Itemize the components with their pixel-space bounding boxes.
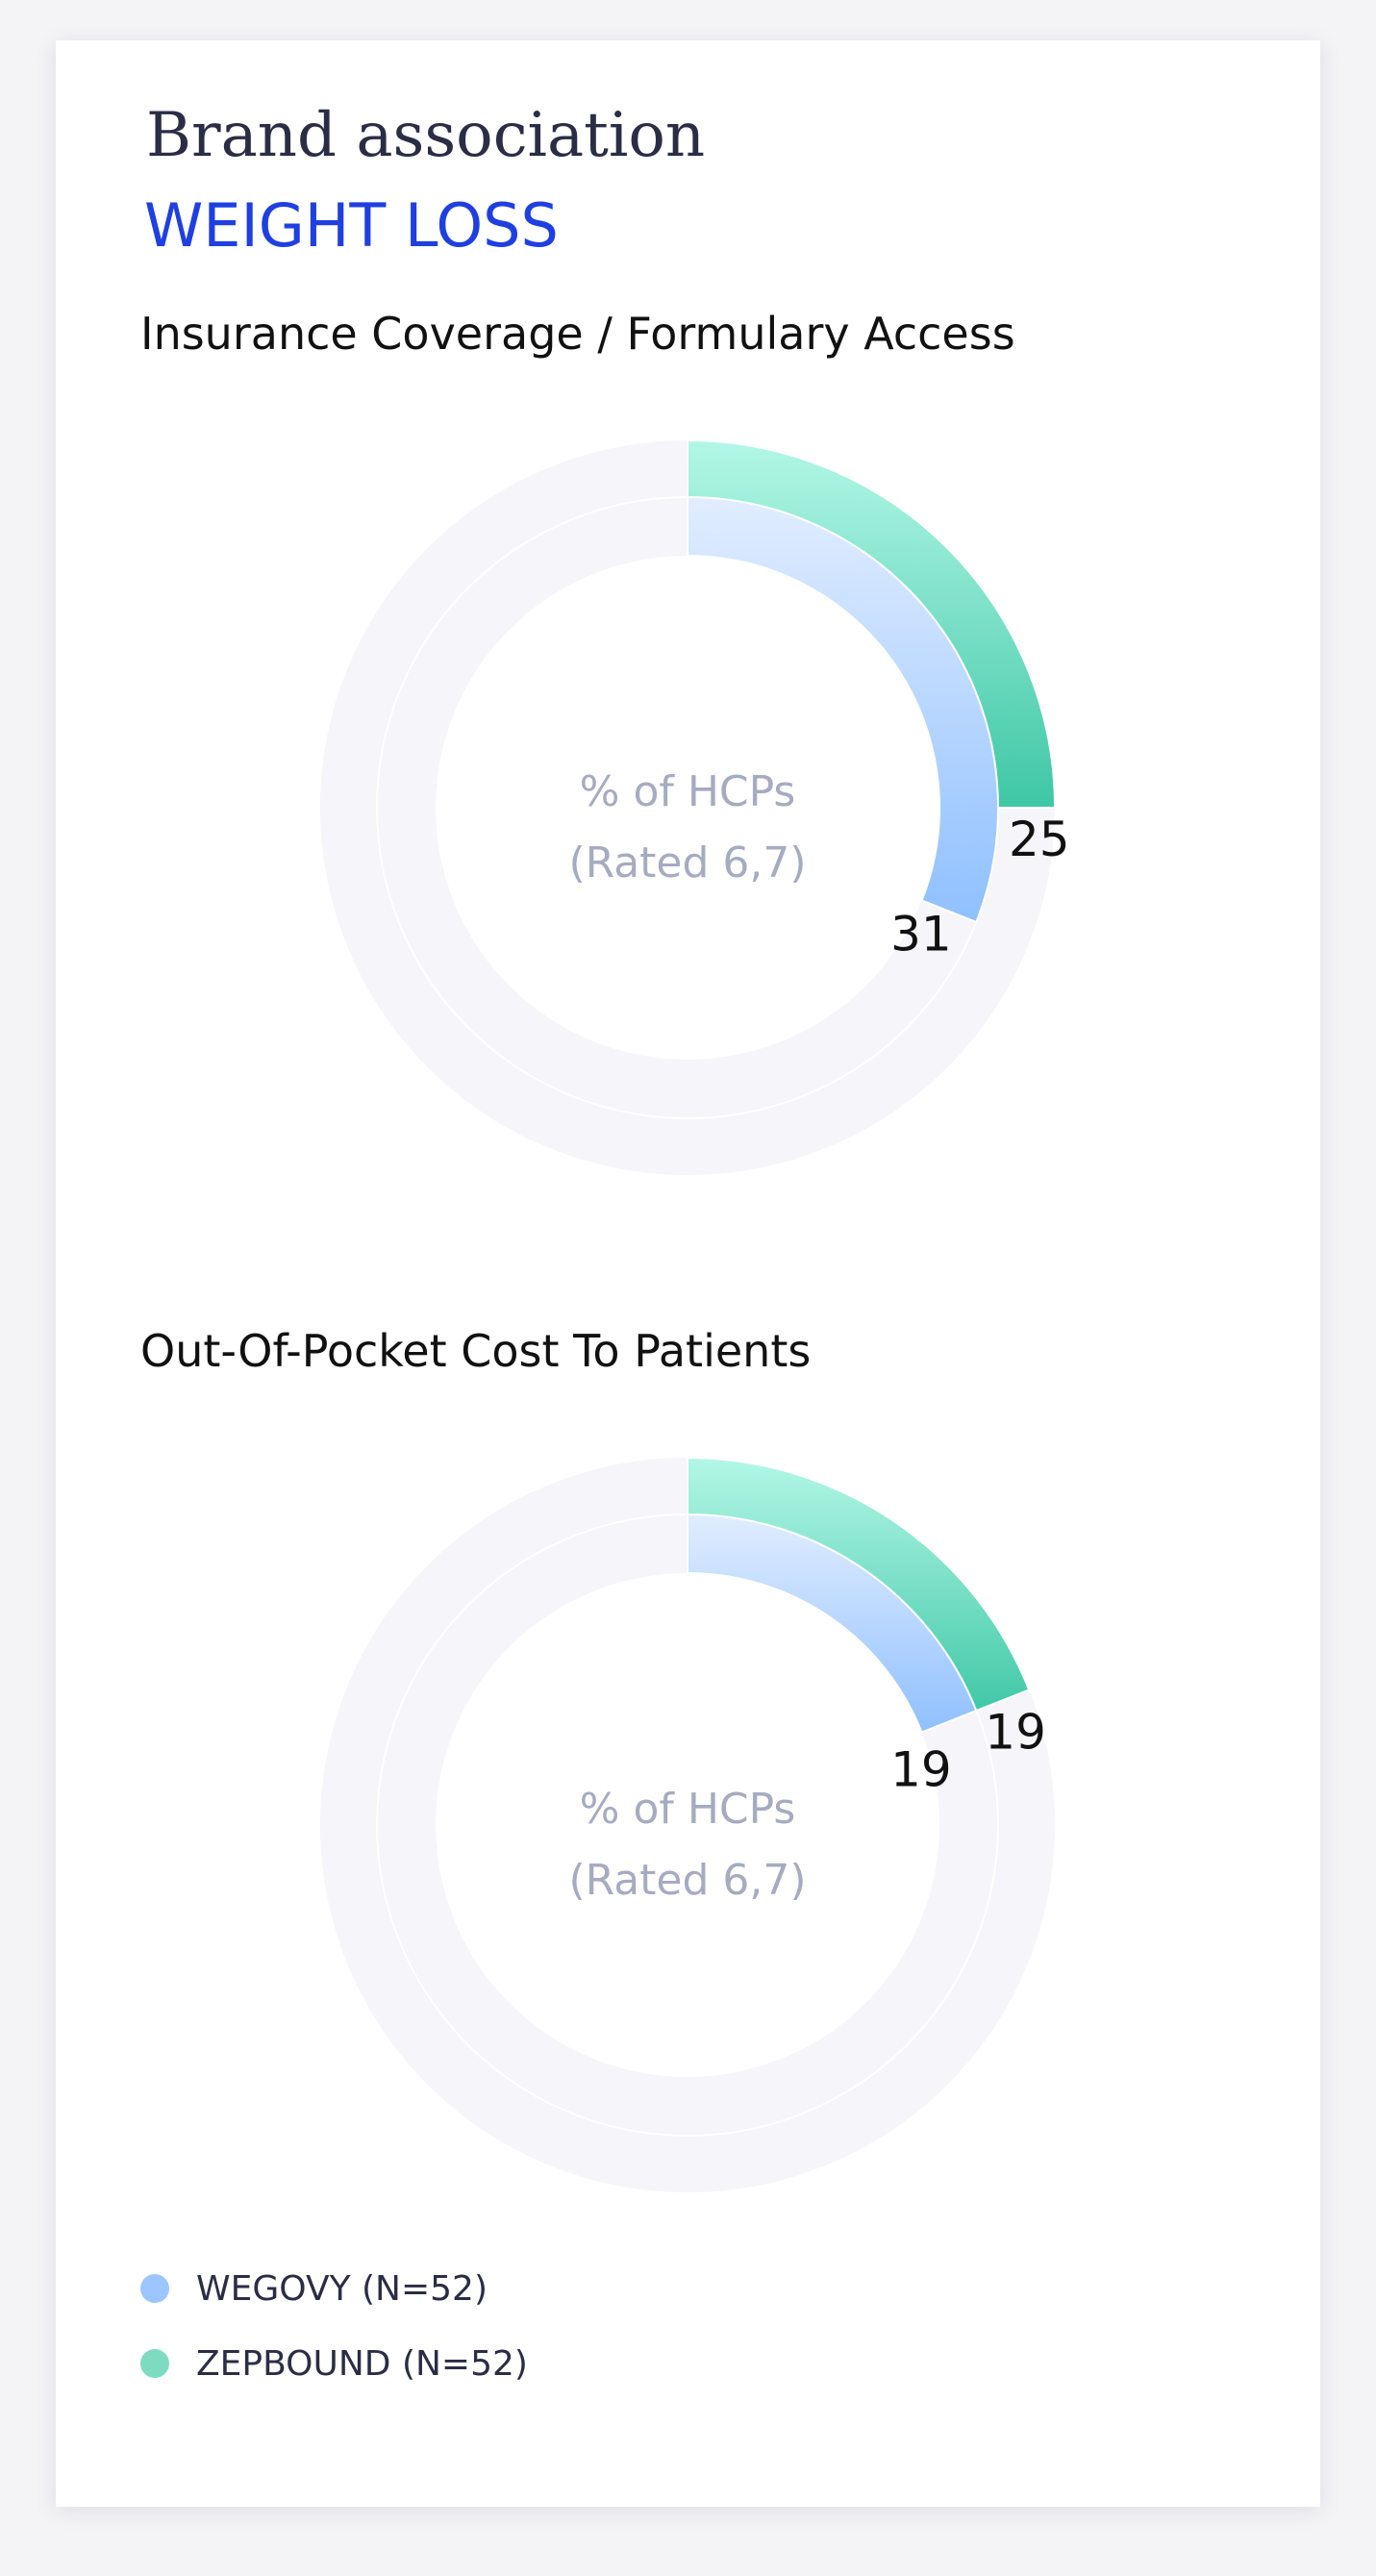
value-label-zepbound: 19: [985, 1704, 1046, 1760]
center-label: % of HCPs: [580, 767, 796, 816]
center-label: (Rated 6,7): [568, 1856, 806, 1905]
legend-item-zepbound: ZEPBOUND (N=52): [140, 2343, 528, 2384]
page-title: Brand association: [146, 100, 706, 171]
center-label: % of HCPs: [580, 1785, 796, 1834]
center-label: (Rated 6,7): [568, 838, 806, 888]
legend-swatch-zepbound: [140, 2349, 169, 2378]
bar-wegovy: [687, 495, 999, 924]
legend: WEGOVY (N=52) ZEPBOUND (N=52): [140, 2269, 528, 2419]
legend-swatch-wegovy: [140, 2274, 169, 2303]
bar-wegovy: [687, 1513, 978, 1734]
chart-1-title: Insurance Coverage / Formulary Access: [140, 308, 1015, 360]
legend-item-wegovy: WEGOVY (N=52): [140, 2268, 528, 2309]
chart-2-out-of-pocket-cost: 19 19 % of HCPs (Rated 6,7): [320, 1456, 1055, 2192]
value-label-wegovy: 31: [890, 907, 952, 963]
value-label-zepbound: 25: [1009, 812, 1070, 867]
chart-1-insurance-coverage: 25 31 % of HCPs (Rated 6,7): [320, 438, 1070, 1175]
page-subtitle: WEIGHT LOSS: [144, 190, 559, 261]
value-label-wegovy: 19: [890, 1741, 952, 1797]
legend-label-wegovy: WEGOVY (N=52): [196, 2268, 488, 2309]
legend-label-zepbound: ZEPBOUND (N=52): [196, 2343, 528, 2384]
chart-2-title: Out-Of-Pocket Cost To Patients: [140, 1325, 812, 1377]
